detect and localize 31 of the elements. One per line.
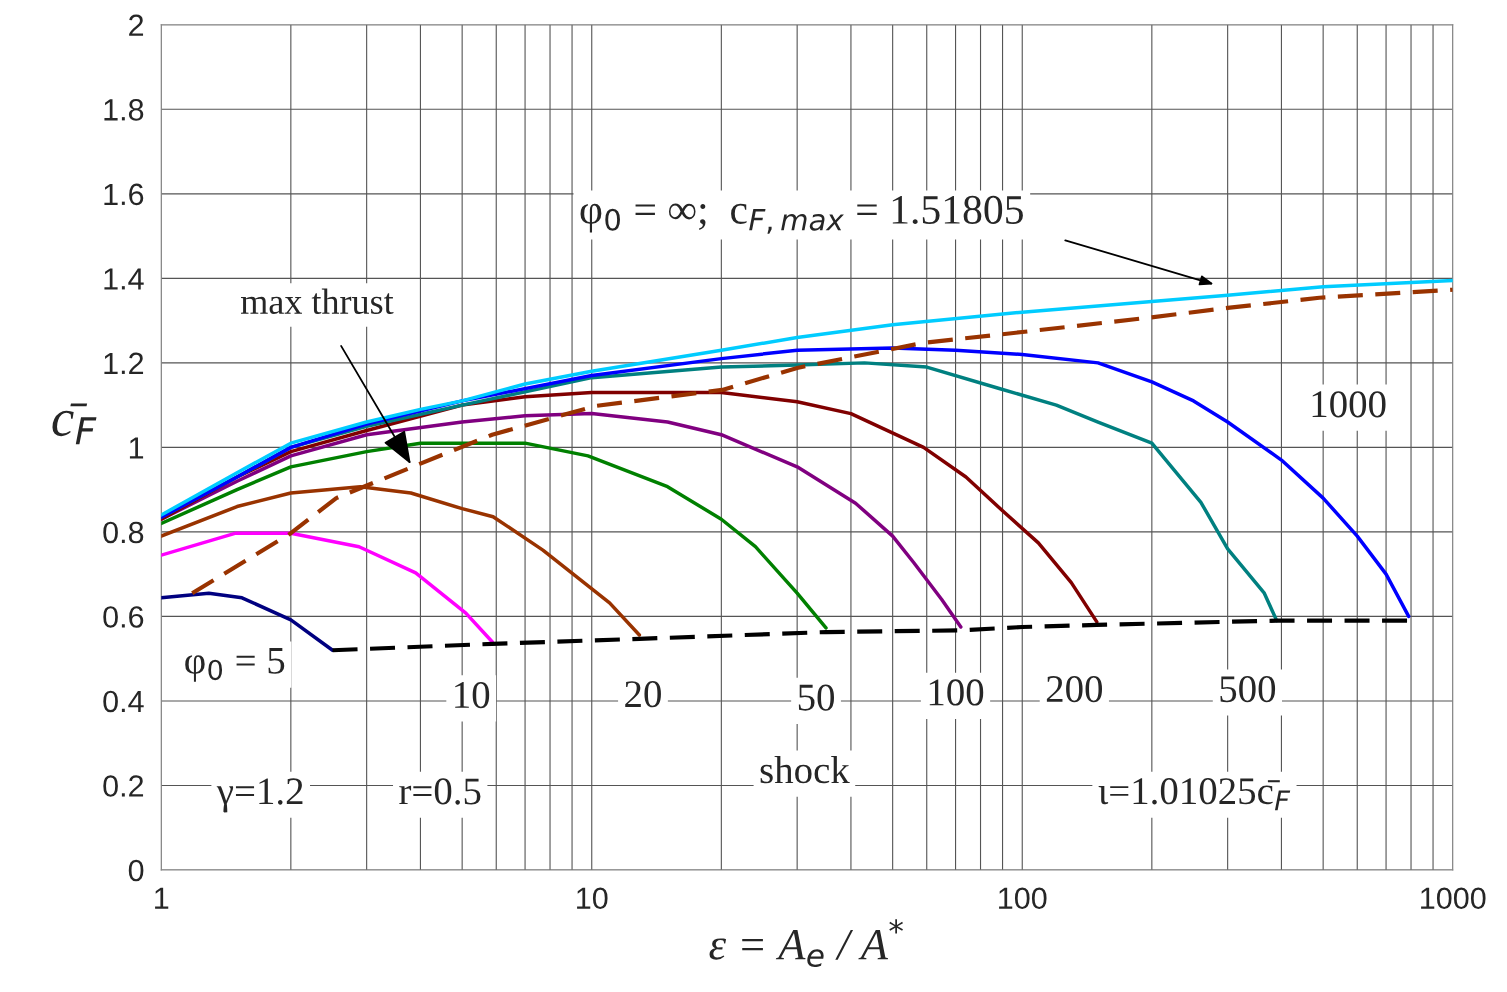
y-tick-label: 1.2 [104, 352, 144, 374]
x-tick-label: 10 [577, 887, 608, 910]
y-axis-title: c̄$_{F}$ [52, 403, 97, 445]
annotation: γ=1.2 [216, 778, 303, 813]
annotation: 20 [625, 681, 661, 708]
y-tick-label: 0.8 [103, 521, 144, 544]
y-tick-label: 0.4 [103, 690, 144, 713]
annotation: 50 [798, 684, 834, 711]
annotation: 10 [455, 681, 490, 709]
annotation: 200 [1046, 675, 1103, 703]
y-tick-label: 2 [129, 14, 144, 36]
annotation: max thrust [241, 288, 394, 315]
x-axis-title: ε = A$_{e}$ / A$^{*}$ [709, 919, 903, 968]
y-tick-label: 0 [128, 859, 144, 882]
annotation: shock [760, 756, 850, 784]
annotation: 500 [1220, 675, 1276, 703]
y-tick-label: 0.6 [103, 606, 144, 628]
x-tick-label: 1 [155, 887, 169, 909]
annotation: φ$_{0}$ = 5 [185, 648, 285, 682]
annotation: r=0.5 [399, 778, 481, 805]
y-tick-label: 1.8 [104, 99, 144, 121]
y-tick-label: 0.2 [103, 775, 144, 797]
x-tick-label: 1000 [1421, 887, 1486, 910]
annotation: 1000 [1312, 391, 1386, 418]
annotation: φ$_{0}$ = ∞; c$_{F,max}$ = 1.51805 [580, 195, 1023, 234]
y-tick-label: 1.4 [104, 268, 144, 290]
annotation: 100 [929, 679, 984, 706]
y-tick-label: 1.6 [104, 183, 144, 206]
x-tick-label: 100 [999, 887, 1047, 910]
annotation: ι=1.01025c̄$_{F}$ [1098, 778, 1291, 811]
y-tick-label: 1 [129, 437, 144, 459]
